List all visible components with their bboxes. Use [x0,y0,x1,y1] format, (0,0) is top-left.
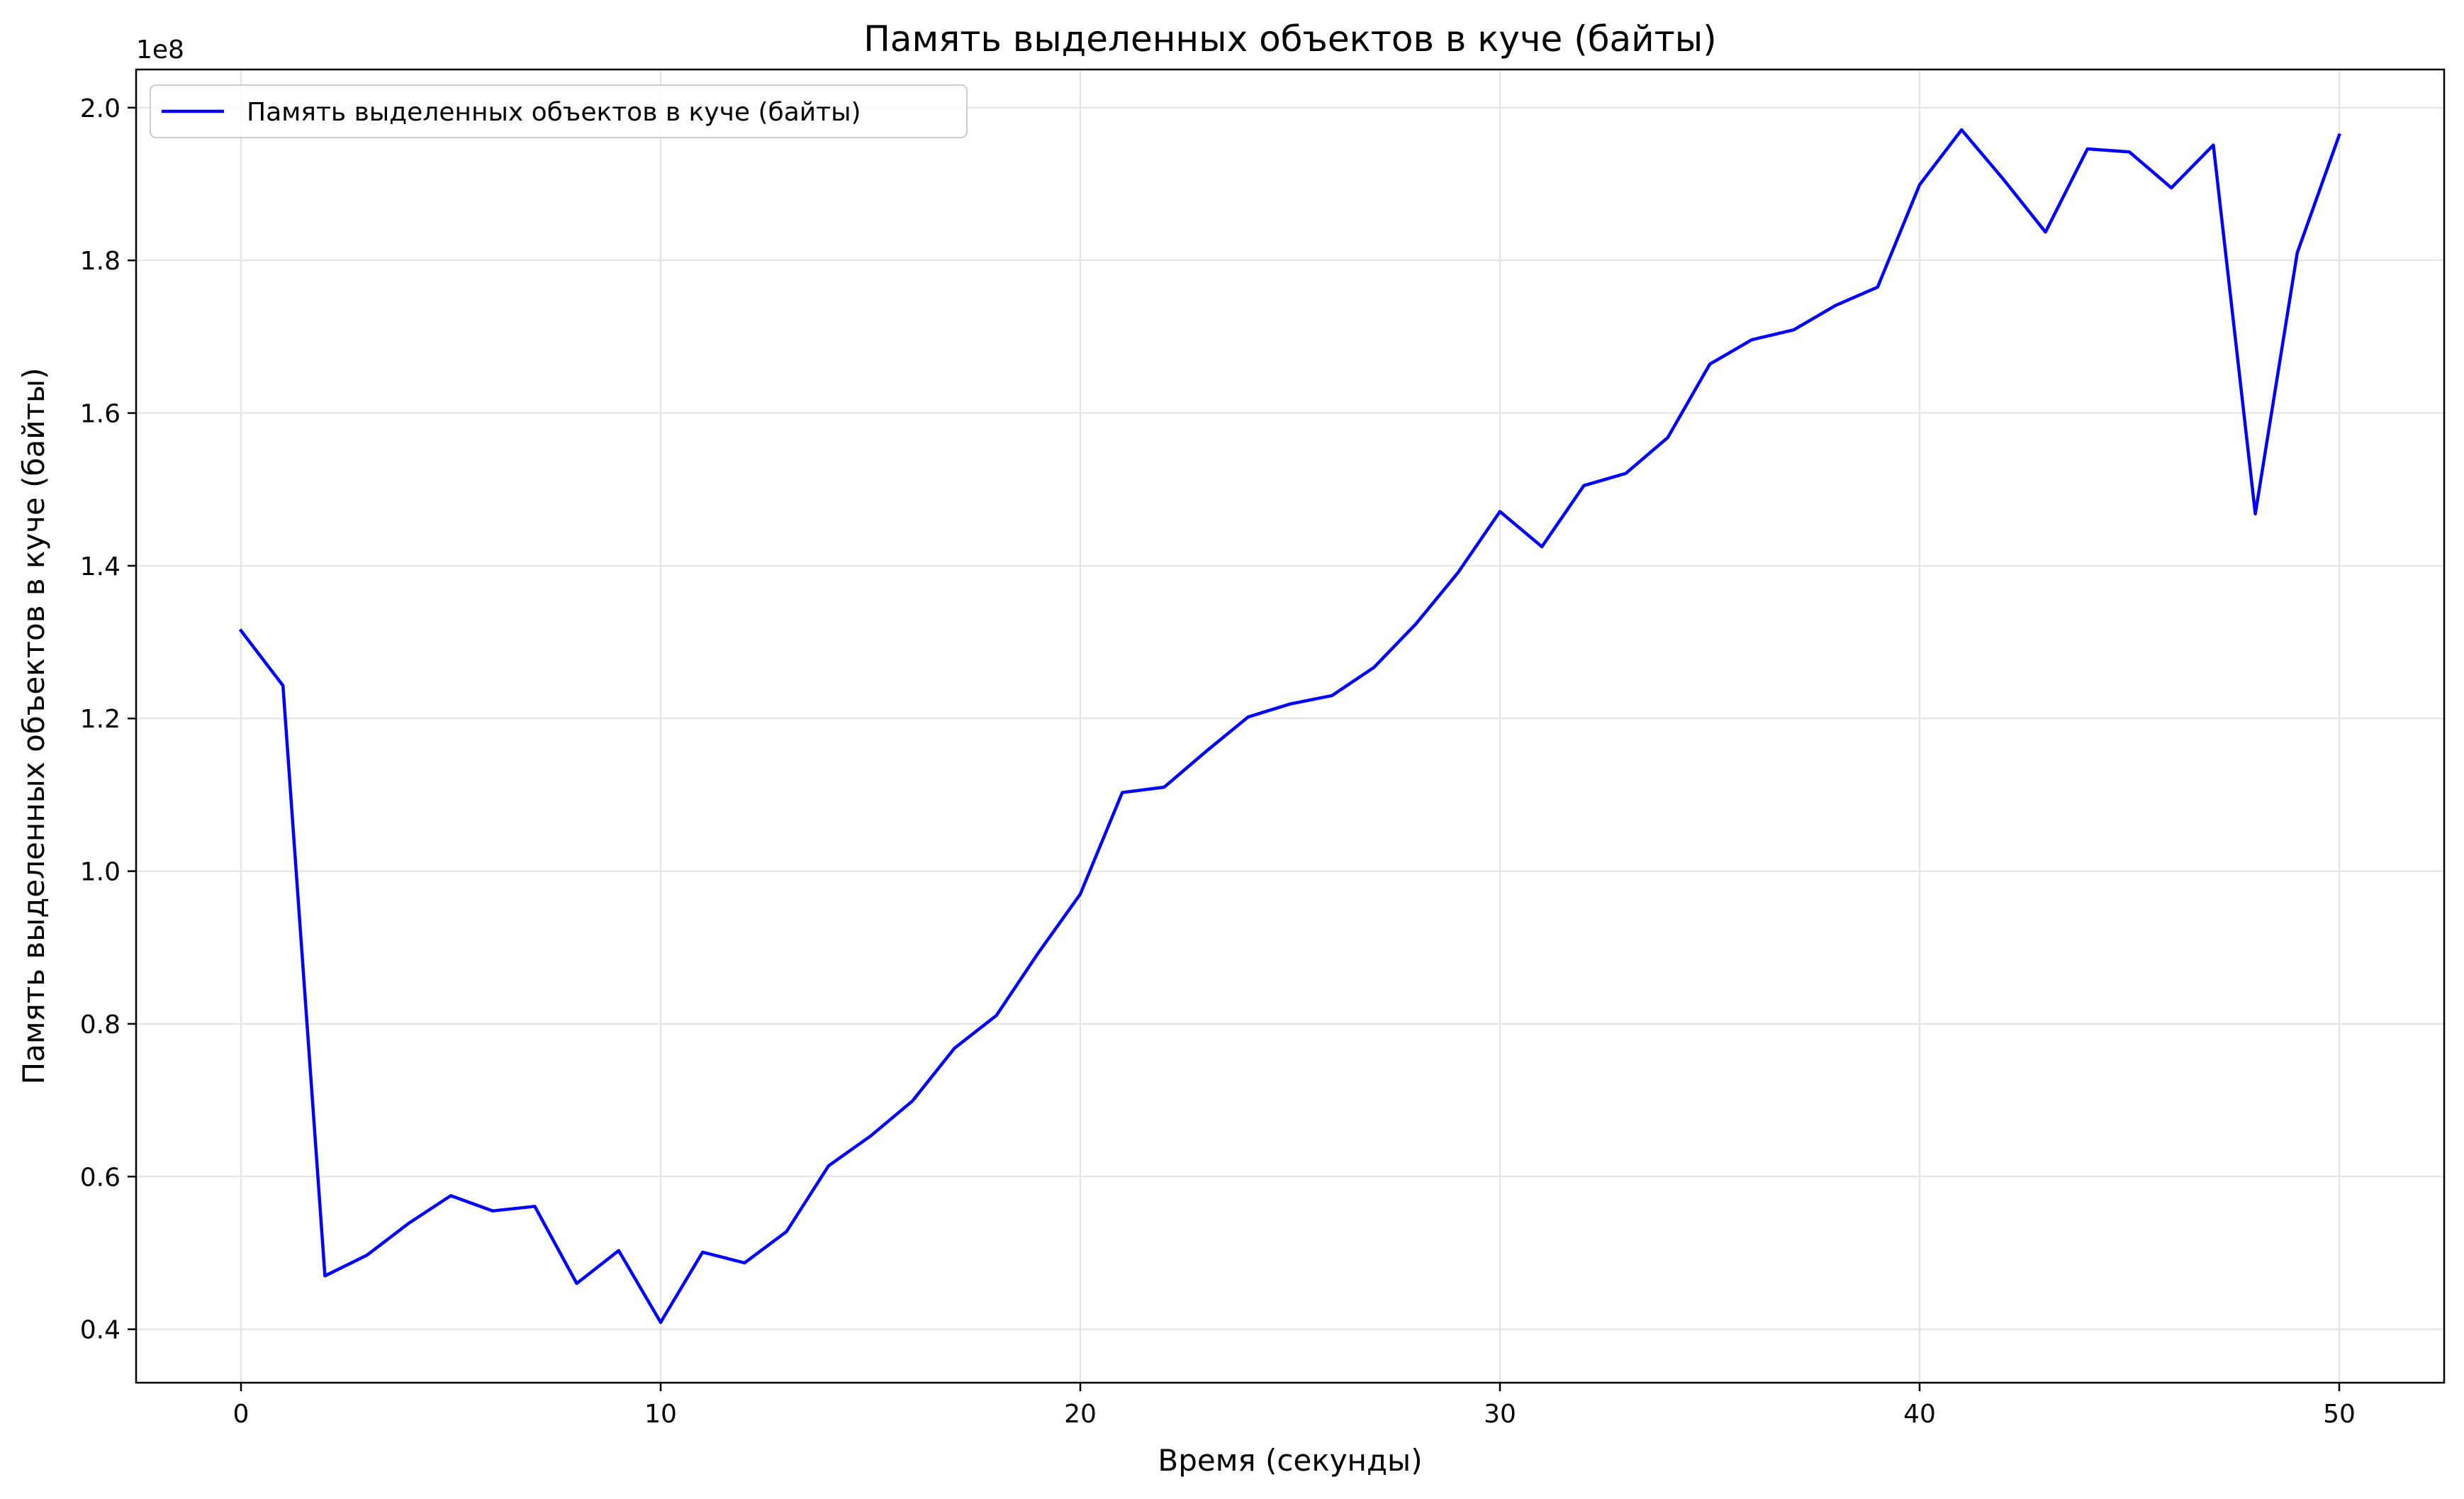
y-tick-label: 0.8 [80,1010,121,1040]
legend-label: Память выделенных объектов в куче (байты… [247,98,861,127]
x-tick-label: 40 [1903,1400,1936,1429]
y-tick-label: 1.0 [80,858,121,887]
grid-lines [136,69,2444,1383]
y-tick-label: 1.6 [80,400,121,429]
x-tick-label: 20 [1064,1400,1097,1429]
series-group [238,128,2341,1325]
y-tick-label: 1.8 [80,247,121,276]
y-axis-label: Память выделенных объектов в куче (байты… [16,367,51,1084]
x-tick-label: 10 [644,1400,677,1429]
y-tick-label: 1.2 [80,705,121,734]
x-tick-label: 0 [233,1400,250,1429]
legend: Память выделенных объектов в куче (байты… [150,84,968,138]
y-axis-ticks: 0.4 0.6 0.8 1.0 1.2 1.4 1.6 1.8 2.0 [80,94,136,1345]
series-line [238,128,2341,1325]
chart-title: Память выделенных объектов в куче (байты… [863,18,1717,60]
x-tick-label: 30 [1484,1400,1516,1429]
legend-box [150,84,968,138]
y-tick-label: 0.6 [80,1163,121,1192]
y-tick-label: 0.4 [80,1316,121,1345]
plot-area-frame [135,68,2446,1384]
y-axis-offset-label: 1e8 [136,35,184,65]
x-axis-label: Время (секунды) [1158,1443,1422,1478]
x-axis-ticks: 0 10 20 30 40 50 [233,1383,2356,1429]
x-tick-label: 50 [2323,1400,2356,1429]
y-tick-label: 1.4 [80,552,121,581]
y-tick-label: 2.0 [80,94,121,123]
